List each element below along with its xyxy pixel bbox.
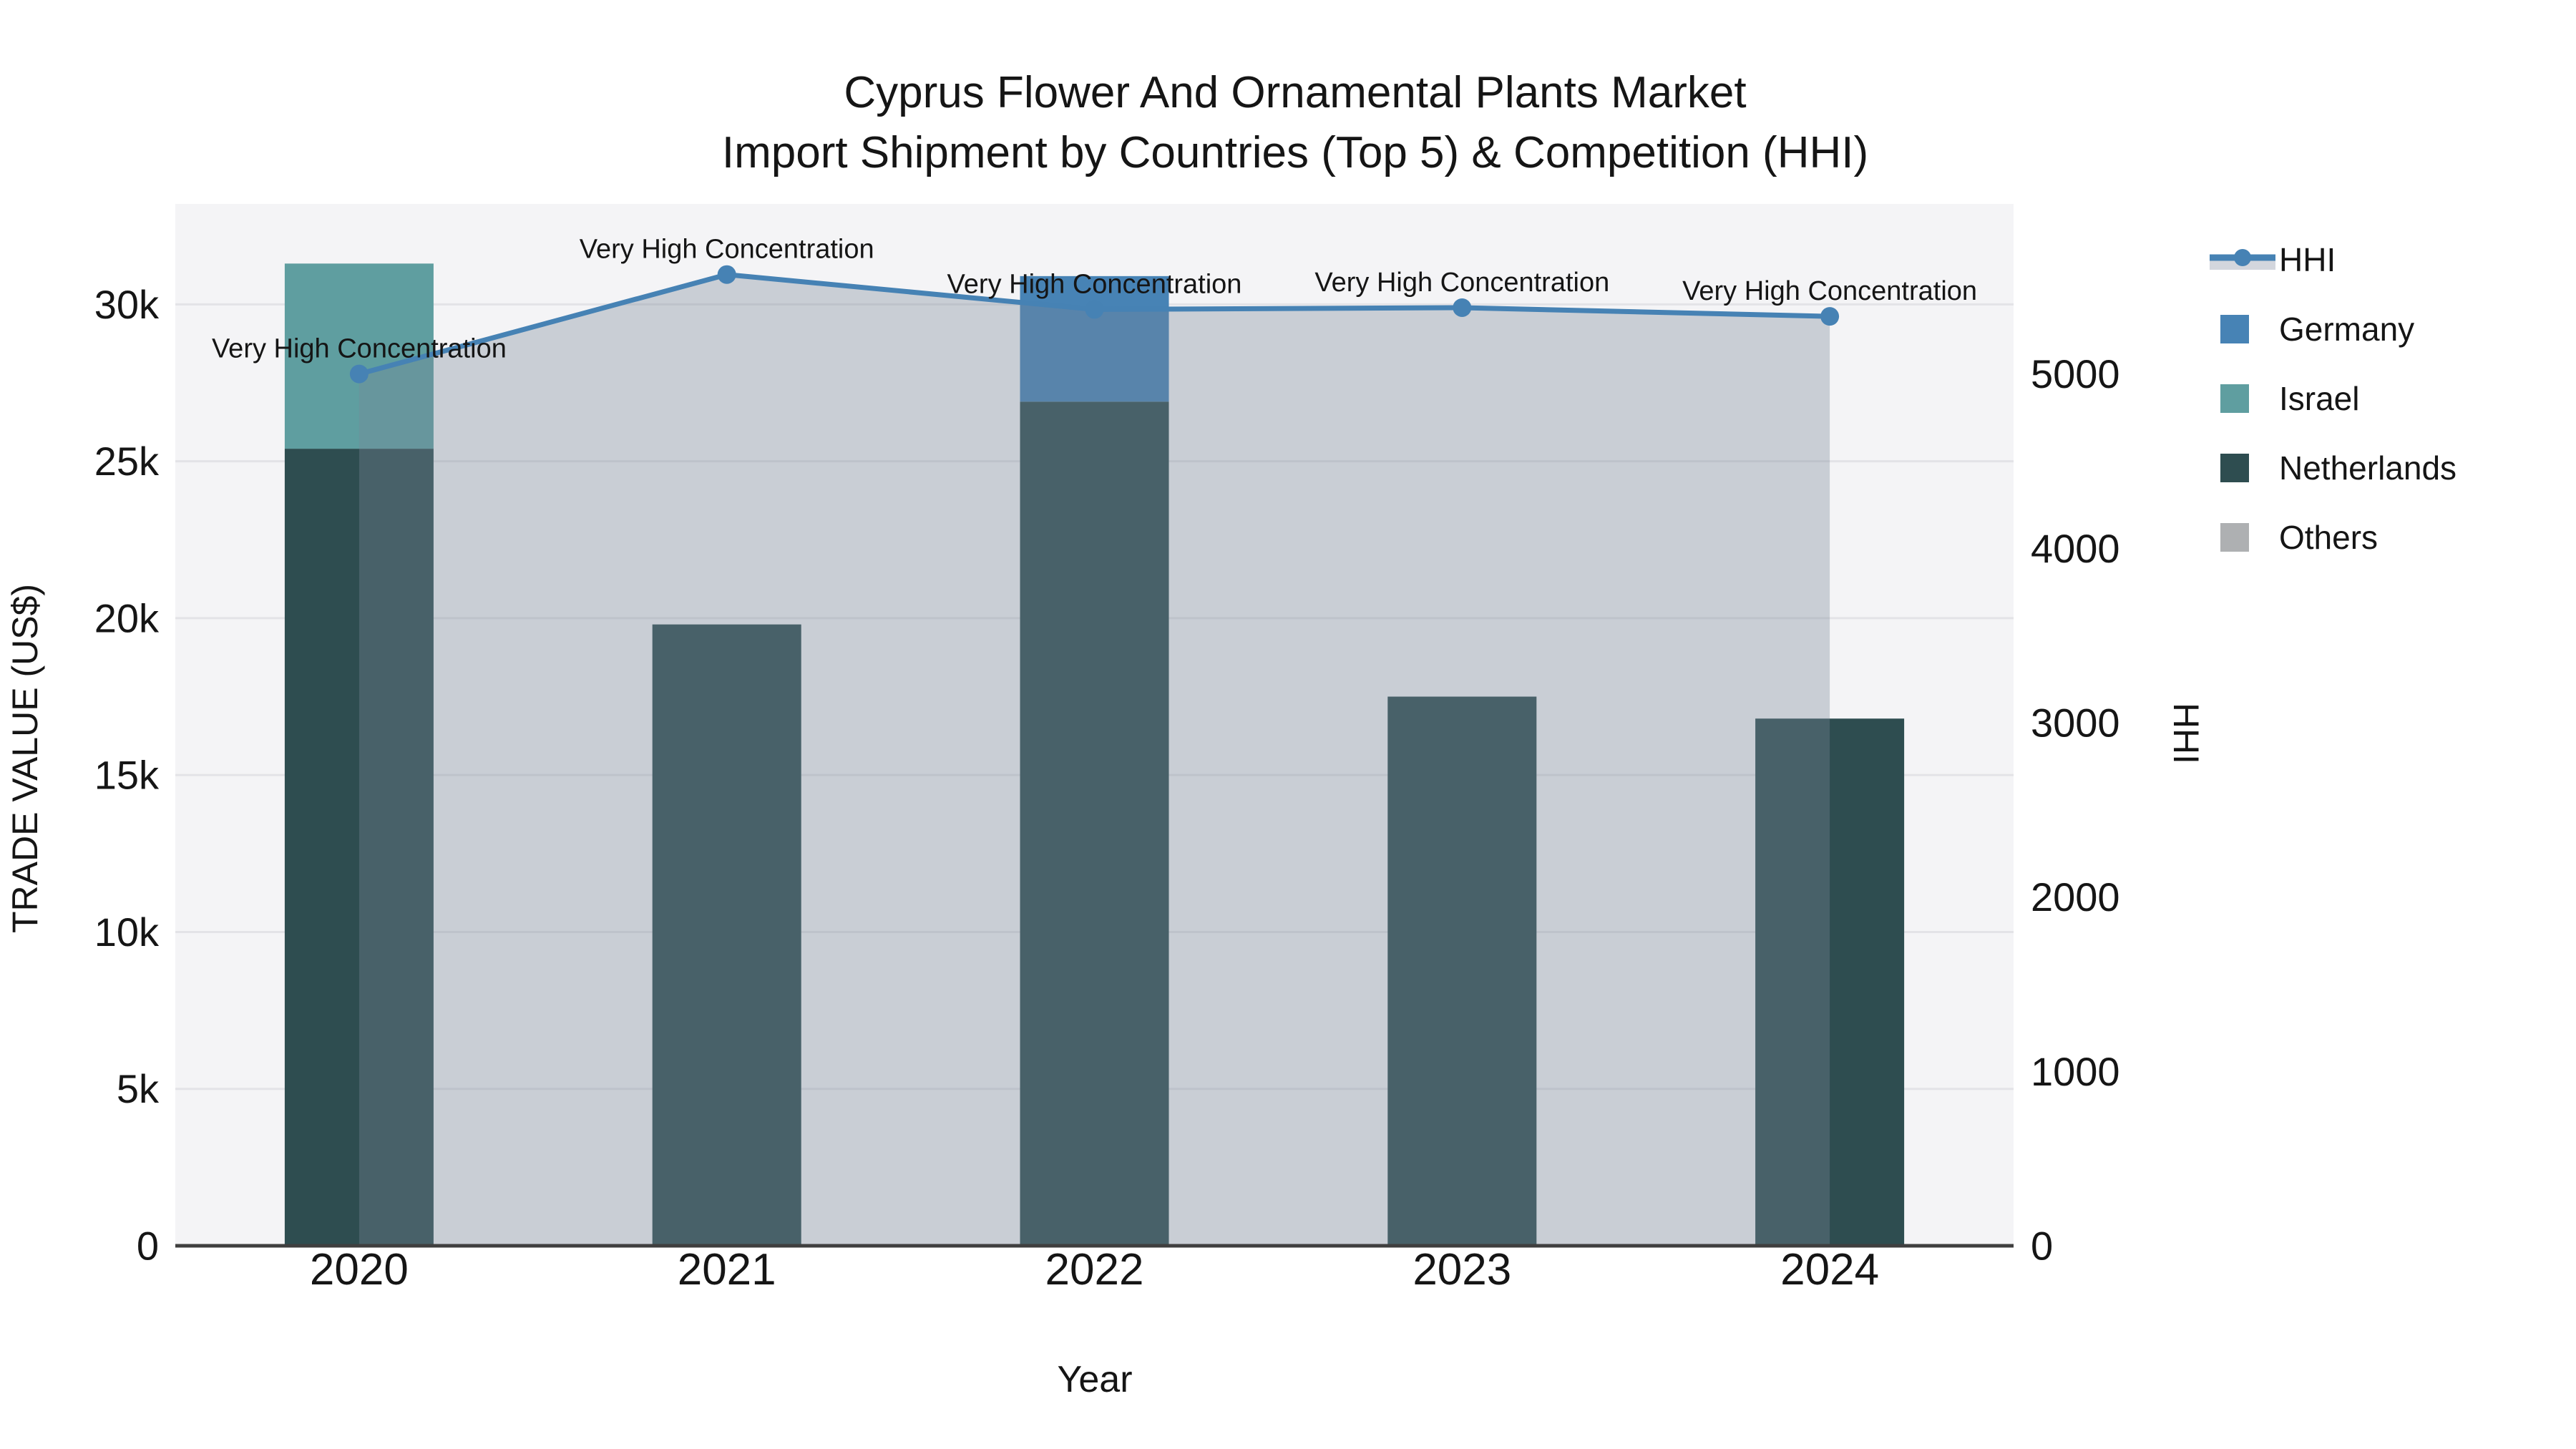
chart-title-line2: Import Shipment by Countries (Top 5) & C… [722,128,1868,177]
legend-swatch-icon [2205,454,2279,482]
chart-title-line1: Cyprus Flower And Ornamental Plants Mark… [844,68,1746,117]
legend-swatch-icon [2205,384,2279,413]
annotation-2021: Very High Concentration [580,235,874,265]
y-right-tick-2000: 2000 [2031,874,2120,919]
annotation-2024: Very High Concentration [1682,276,1977,306]
y-left-tick-15k: 15k [94,753,160,798]
y-right-tick-5000: 5000 [2031,351,2120,396]
legend-line-sample-icon [2205,244,2279,275]
hhi-point-2024[interactable] [1820,307,1840,326]
y-right-tick-0: 0 [2031,1224,2053,1269]
y-right-tick-1000: 1000 [2031,1049,2120,1094]
y-left-tick-25k: 25k [94,439,160,484]
legend-item-netherlands[interactable]: Netherlands [2205,449,2457,487]
legend-label: Netherlands [2279,449,2457,487]
legend-label: Israel [2279,380,2360,417]
legend-item-germany[interactable]: Germany [2205,311,2457,348]
hhi-point-2023[interactable] [1453,298,1472,317]
hhi-area-fill [358,274,1830,1246]
bar-netherlands-2022[interactable] [1020,401,1169,1246]
y-left-tick-20k: 20k [94,595,160,640]
y-axis-right-title: HHI [2166,703,2206,764]
x-tick-2023: 2023 [1413,1245,1511,1294]
annotation-2020: Very High Concentration [212,334,507,364]
annotation-2023: Very High Concentration [1314,268,1609,298]
legend: HHI Germany Israel Netherlands Others [2205,241,2457,556]
y-right-tick-3000: 3000 [2031,700,2120,745]
plot-area: Very High Concentration Very High Concent… [94,204,2120,1294]
hhi-point-2022[interactable] [1085,300,1104,319]
hhi-point-2021[interactable] [717,265,736,284]
hhi-point-2020[interactable] [349,364,369,384]
legend-label: Others [2279,519,2379,556]
x-tick-2021: 2021 [678,1245,776,1294]
legend-item-others[interactable]: Others [2205,519,2457,556]
x-tick-2022: 2022 [1045,1245,1144,1294]
bar-netherlands-2024[interactable] [1755,718,1905,1246]
bar-germany-2022[interactable] [1020,275,1169,402]
y-left-tick-10k: 10k [94,909,160,955]
legend-swatch-icon [2205,315,2279,343]
bar-israel-2020[interactable] [284,263,434,449]
legend-swatch-icon [2205,523,2279,552]
annotation-2022: Very High Concentration [947,269,1242,299]
y-axis-left-title: TRADE VALUE (US$) [5,584,45,933]
y-left-tick-0: 0 [137,1224,159,1269]
x-tick-2024: 2024 [1780,1245,1879,1294]
bar-netherlands-2023[interactable] [1387,696,1537,1246]
legend-item-hhi[interactable]: HHI [2205,241,2457,278]
bar-netherlands-2021[interactable] [652,624,801,1246]
y-left-tick-30k: 30k [94,282,160,327]
x-tick-2020: 2020 [310,1245,409,1294]
legend-label: HHI [2279,241,2336,278]
legend-label: Germany [2279,311,2415,348]
bar-netherlands-2020[interactable] [284,449,434,1246]
legend-item-israel[interactable]: Israel [2205,380,2457,417]
x-axis-title: Year [1057,1359,1132,1400]
y-right-tick-4000: 4000 [2031,526,2120,571]
y-left-tick-5k: 5k [117,1066,160,1111]
